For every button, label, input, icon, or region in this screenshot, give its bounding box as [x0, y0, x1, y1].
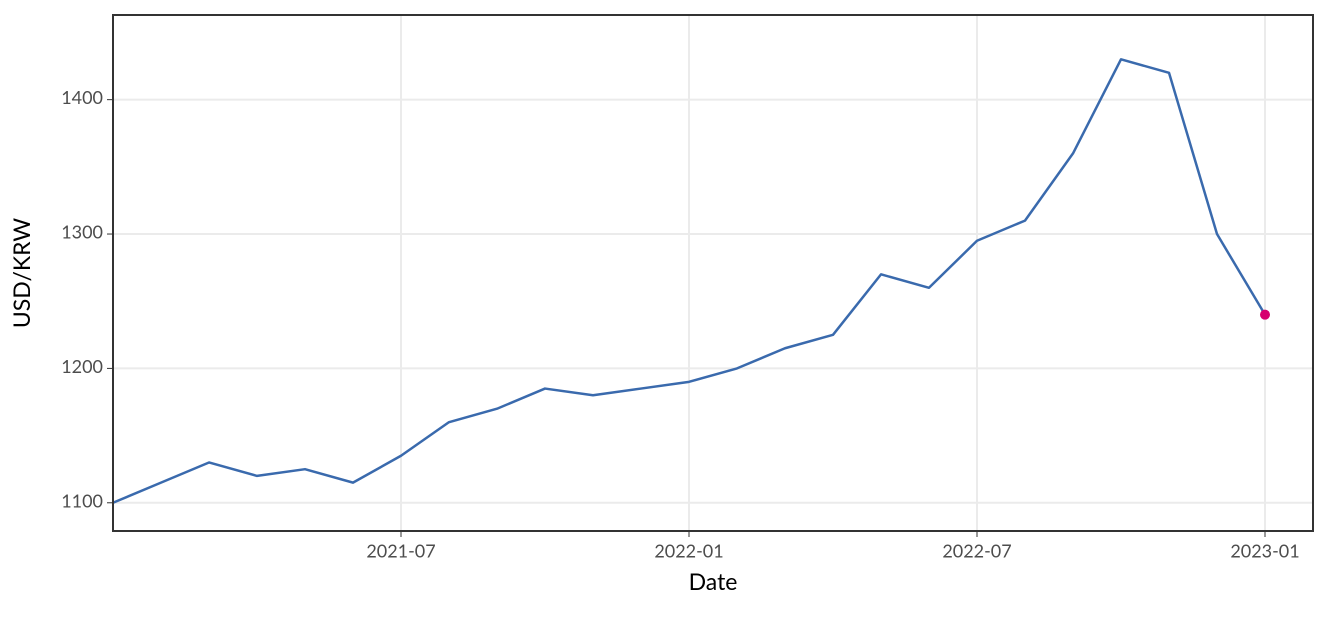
plot-border — [112, 14, 1314, 532]
y-tick-label: 1300 — [61, 221, 103, 243]
line — [112, 58, 1267, 504]
y-tick-label: 1100 — [61, 489, 103, 511]
y-tick-label: 1200 — [61, 355, 103, 377]
y-axis-title: USD/KRW — [7, 218, 35, 328]
last-point — [1260, 309, 1270, 320]
x-tick-label: 2021-07 — [366, 540, 435, 562]
x-tick-label: 2022-07 — [942, 540, 1011, 562]
x-tick-label: 2022-01 — [654, 540, 723, 562]
x-tick-label: 2023-01 — [1230, 540, 1299, 562]
x-axis-title: Date — [689, 567, 738, 595]
y-tick-label: 1400 — [61, 86, 103, 108]
